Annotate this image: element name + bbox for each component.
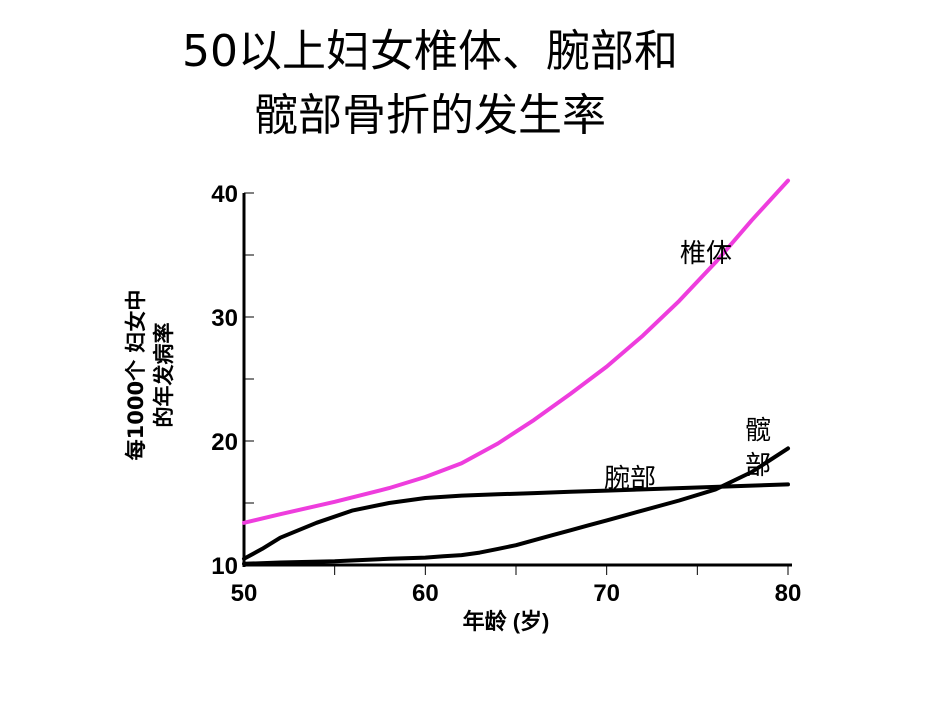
series-label-1: 椎体 (680, 238, 732, 268)
x-axis-label: 年龄 (岁) (463, 609, 550, 634)
series-label-3: 部 (745, 450, 771, 480)
x-tick-label: 70 (593, 580, 620, 607)
y-tick-label: 20 (211, 429, 238, 456)
series-line-2 (242, 482, 790, 561)
series-label-3: 髋 (745, 415, 771, 445)
y-tick-label: 30 (211, 305, 238, 332)
series-line-1 (242, 178, 790, 525)
chart-title-line-1: 50以上妇女椎体、腕部和 (182, 26, 678, 77)
axes: 50 60 70 80 10 20 30 40 年龄 (岁) (211, 181, 801, 634)
y-tick-label: 10 (211, 553, 238, 580)
chart-title-line-2: 髋部骨折的发生率 (254, 90, 606, 141)
x-tick-label: 50 (231, 580, 258, 607)
y-tick-label: 40 (211, 181, 238, 208)
x-tick-label: 80 (775, 580, 802, 607)
series-layer (242, 178, 790, 566)
series-line-3 (242, 446, 790, 566)
series-label-2: 腕部 (604, 463, 656, 493)
x-tick-label: 60 (412, 580, 439, 607)
